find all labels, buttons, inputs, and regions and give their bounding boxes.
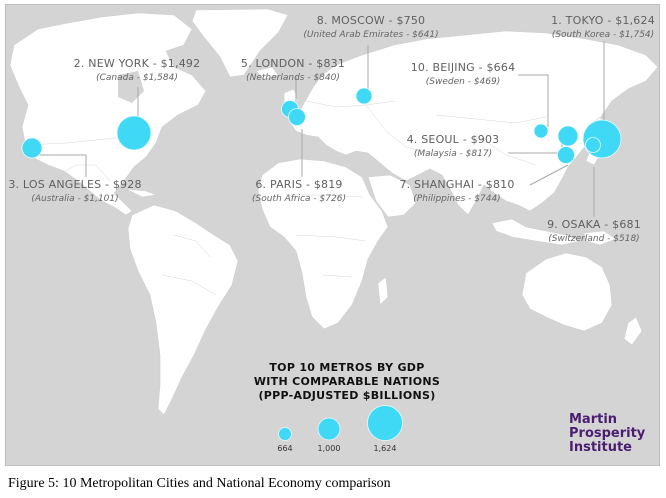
land-new-guinea [583, 230, 617, 246]
bubble-paris[interactable] [288, 108, 306, 126]
bubble-beijing[interactable] [533, 123, 549, 139]
label-paris: 6. PARIS - $819 [255, 178, 342, 191]
label-new-york: 2. NEW YORK - $1,492 [74, 57, 201, 70]
land-caribbean [125, 188, 158, 198]
label-osaka-compare: (Switzerland - $518) [548, 234, 639, 244]
label-shanghai: 7. SHANGHAI - $810 [399, 178, 514, 191]
legend-value-medium: 1,000 [318, 444, 341, 453]
land-arabia [367, 174, 417, 218]
land-madagascar [377, 276, 389, 306]
leader-lines [36, 41, 605, 217]
bubble-shanghai[interactable] [557, 146, 575, 164]
legend-value-large: 1,624 [374, 444, 397, 453]
label-seoul: 4. SEOUL - $903 [407, 133, 500, 146]
land-south-america [127, 204, 239, 416]
city-bubbles [21, 87, 622, 164]
label-tokyo: 1. TOKYO - $1,624 [551, 14, 655, 27]
label-london-compare: (Netherlands - $840) [246, 73, 340, 83]
land-indonesia [491, 218, 581, 246]
bubble-seoul[interactable] [557, 125, 579, 147]
brand-line-2: Prosperity [569, 426, 646, 441]
bubble-moscow[interactable] [355, 87, 373, 105]
figure-caption: Figure 5: 10 Metropolitan Cities and Nat… [8, 476, 391, 491]
city-labels: 1. TOKYO - $1,624 (South Korea - $1,754)… [8, 14, 655, 244]
land-greenland [191, 8, 289, 78]
legend-bubble-medium [317, 417, 341, 441]
legend-title-line-1: TOP 10 METROS BY GDP [269, 361, 424, 374]
label-seoul-compare: (Malaysia - $817) [414, 149, 492, 159]
bubble-new-york[interactable] [116, 115, 152, 151]
label-moscow: 8. MOSCOW - $750 [317, 14, 426, 27]
brand-line-1: Martin [569, 412, 617, 427]
bubble-los-angeles[interactable] [21, 137, 43, 159]
label-los-angeles: 3. LOS ANGELES - $928 [8, 178, 141, 191]
label-paris-compare: (South Africa - $726) [252, 194, 346, 204]
land-new-zealand [623, 316, 643, 346]
legend-title-line-3: (PPP-ADJUSTED $BILLIONS) [258, 389, 435, 402]
label-tokyo-compare: (South Korea - $1,754) [552, 30, 654, 40]
world-map-panel: 1. TOKYO - $1,624 (South Korea - $1,754)… [5, 4, 660, 466]
bubble-osaka[interactable] [585, 137, 601, 153]
label-moscow-compare: (United Arab Emirates - $641) [303, 30, 438, 40]
land-australia [521, 252, 613, 332]
label-shanghai-compare: (Philippines - $744) [413, 194, 500, 204]
legend-value-small: 664 [277, 444, 292, 453]
world-map: 1. TOKYO - $1,624 (South Korea - $1,754)… [8, 8, 659, 455]
land-masses [9, 8, 659, 416]
label-london: 5. LONDON - $831 [241, 57, 345, 70]
label-beijing-compare: (Sweden - $469) [426, 77, 500, 87]
land-iceland [255, 66, 279, 80]
label-new-york-compare: (Canada - $1,584) [96, 73, 178, 83]
label-los-angeles-compare: (Australia - $1,101) [31, 194, 118, 204]
legend-bubble-small [278, 427, 292, 441]
size-legend: TOP 10 METROS BY GDP WITH COMPARABLE NAT… [254, 361, 440, 453]
label-osaka: 9. OSAKA - $681 [547, 218, 641, 231]
legend-title-line-2: WITH COMPARABLE NATIONS [254, 375, 440, 388]
land-africa [257, 158, 389, 330]
legend-bubble-large [367, 405, 403, 441]
label-beijing: 10. BEIJING - $664 [411, 61, 516, 74]
brand-line-3: Institute [569, 440, 632, 455]
brand-logo: Martin Prosperity Institute [569, 412, 646, 455]
land-eurasia [289, 30, 659, 216]
